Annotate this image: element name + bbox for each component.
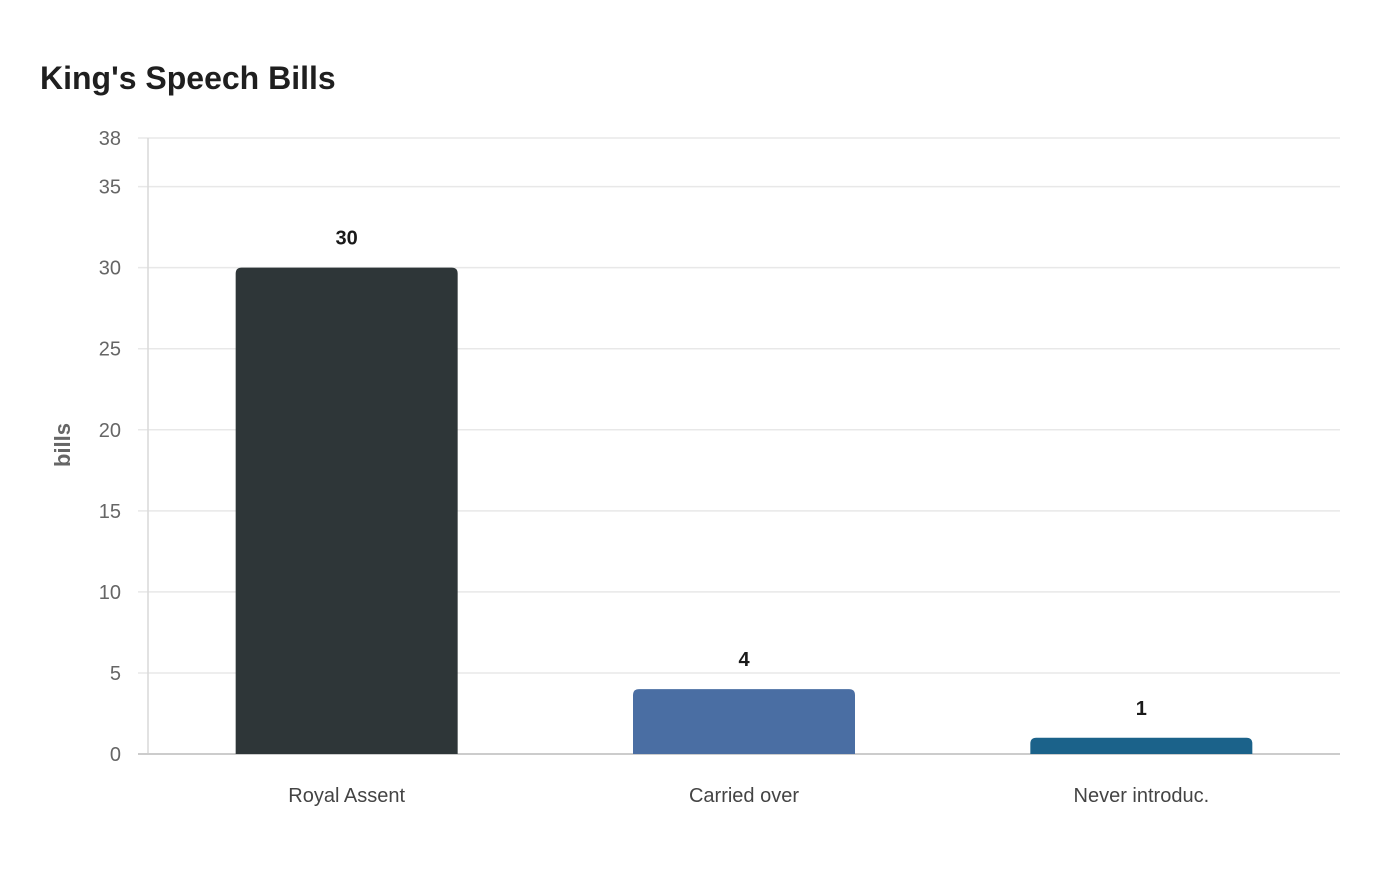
value-labels: 30 4 1 xyxy=(336,228,1147,720)
value-label: 4 xyxy=(738,649,750,671)
bars xyxy=(235,267,1253,754)
y-tick-label: 10 xyxy=(99,582,121,604)
bar-never-introduc xyxy=(1030,737,1253,754)
y-tick-label: 38 xyxy=(99,128,121,150)
y-tick-label: 5 xyxy=(110,663,121,685)
chart-title: King's Speech Bills xyxy=(40,60,336,96)
bar-carried-over xyxy=(633,689,855,754)
category-labels: Royal Assent Carried over Never introduc. xyxy=(288,785,1209,807)
y-tick-labels: 0 5 10 15 20 25 30 35 38 xyxy=(99,128,121,766)
bar-royal-assent xyxy=(235,267,458,754)
x-tick-label: Never introduc. xyxy=(1074,785,1210,807)
value-label: 30 xyxy=(336,228,358,250)
y-tick-label: 20 xyxy=(99,420,121,442)
y-tick-label: 35 xyxy=(99,177,121,199)
y-tick-label: 30 xyxy=(99,258,121,280)
y-axis-title: bills xyxy=(50,423,75,467)
value-label: 1 xyxy=(1136,698,1147,720)
x-tick-label: Carried over xyxy=(689,785,799,807)
y-tick-label: 15 xyxy=(99,501,121,523)
x-tick-label: Royal Assent xyxy=(288,785,405,807)
y-tick-label: 25 xyxy=(99,339,121,361)
y-tick-label: 0 xyxy=(110,744,121,766)
